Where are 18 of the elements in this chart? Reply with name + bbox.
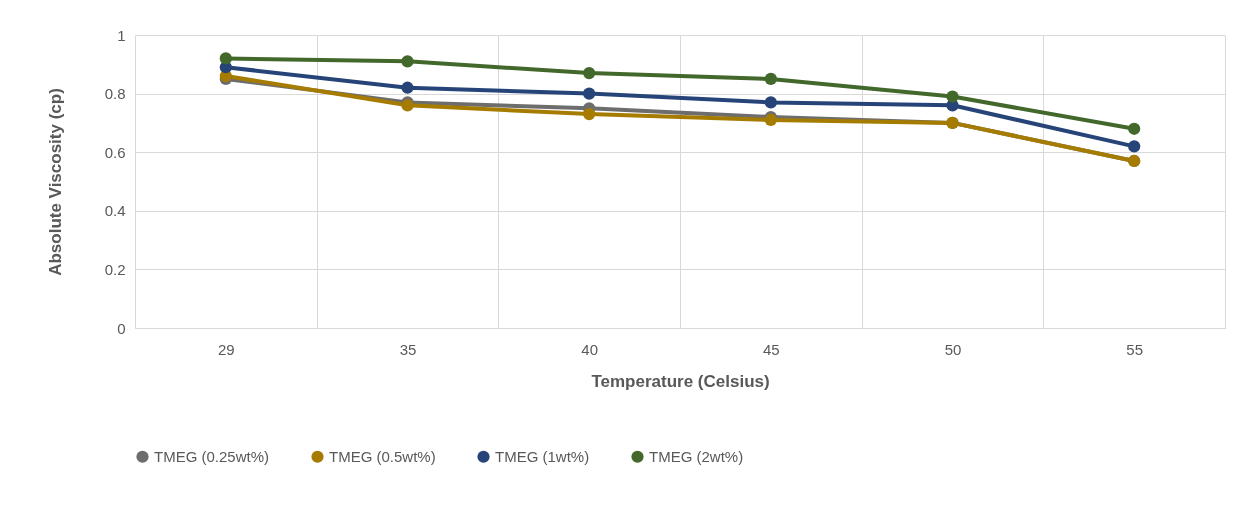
y-tick-label: 0.6: [104, 143, 126, 161]
x-tick-label: 50: [944, 340, 962, 358]
y-tick-label: 0.8: [104, 85, 126, 103]
x-tick-label: 55: [1126, 340, 1144, 358]
y-tick-label: 0.4: [104, 202, 126, 220]
legend-label: TMEG (0.25wt%): [154, 447, 270, 465]
x-tick-label: 40: [581, 340, 599, 358]
y-axis-title: Absolute Viscosity (cp): [45, 88, 65, 276]
legend-label: TMEG (2wt%): [649, 447, 744, 465]
legend-label: TMEG (1wt%): [495, 447, 590, 465]
legend-label: TMEG (0.5wt%): [329, 447, 436, 465]
y-tick-label: 1: [117, 26, 126, 44]
y-tick-label: 0.2: [104, 260, 126, 278]
x-tick-label: 45: [762, 340, 780, 358]
x-tick-label: 29: [217, 340, 235, 358]
y-tick-label: 0: [117, 319, 126, 337]
x-tick-label: 35: [399, 340, 417, 358]
x-axis-title: Temperature (Celsius): [591, 371, 770, 391]
